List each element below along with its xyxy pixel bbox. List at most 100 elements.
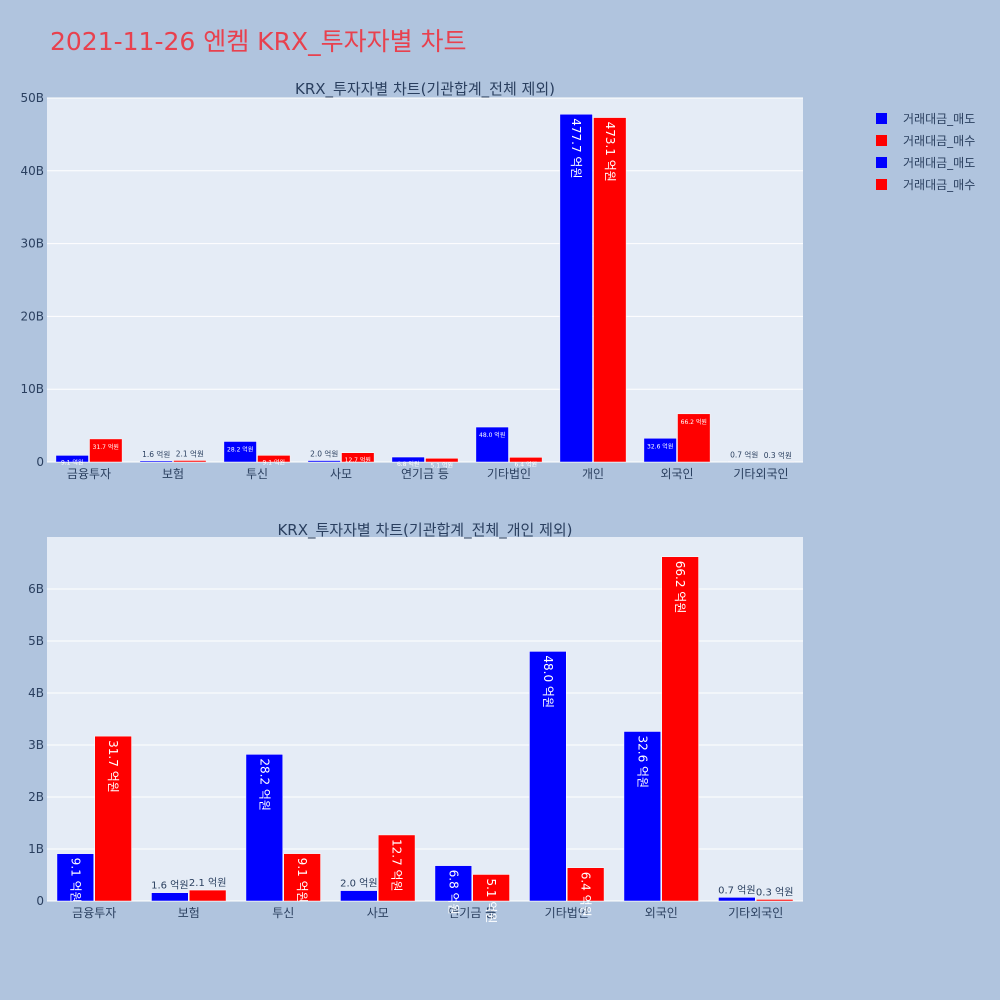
y-tick-label: 4B	[28, 686, 44, 700]
chart-title: KRX_투자자별 차트(기관합계_전체_개인 제외)	[277, 521, 572, 540]
bar	[472, 874, 510, 902]
y-tick-label: 3B	[28, 738, 44, 752]
bar	[173, 460, 207, 463]
bar	[623, 731, 662, 902]
data-label: 28.2 억원	[227, 445, 253, 453]
bar	[55, 455, 89, 463]
data-label: 2.0 억원	[310, 450, 338, 459]
data-label: 9.1 억원	[61, 458, 84, 466]
data-label: 12.7 억원	[345, 456, 371, 464]
data-label: 473.1 억원	[603, 122, 617, 182]
y-tick-label: 40B	[20, 164, 44, 178]
data-label: 0.7 억원	[730, 450, 758, 459]
bar	[559, 113, 593, 463]
data-label: 66.2 억원	[673, 561, 687, 614]
bar	[340, 890, 378, 902]
bar	[139, 460, 173, 463]
bar	[425, 458, 459, 463]
bar	[378, 834, 416, 902]
bar	[567, 867, 605, 902]
legend-swatch	[876, 112, 887, 124]
legend-item[interactable]: 거래대금_매수	[876, 129, 975, 151]
legend-swatch	[876, 156, 887, 168]
bar	[509, 457, 543, 463]
bar	[593, 117, 627, 463]
y-tick-label: 5B	[28, 634, 44, 648]
y-tick-label: 0	[36, 894, 44, 908]
x-tick-label: 기타법인	[487, 467, 531, 481]
data-label: 31.7 억원	[93, 443, 119, 451]
bar	[151, 892, 189, 902]
x-tick-label: 연기금 등	[448, 906, 496, 920]
y-tick-label: 6B	[28, 582, 44, 596]
bar	[56, 853, 94, 902]
bar	[529, 651, 567, 902]
plot-area	[47, 98, 803, 462]
data-label: 2.1 억원	[189, 877, 226, 889]
bar	[94, 735, 132, 902]
data-label: 0.3 억원	[764, 451, 792, 460]
legend-label: 거래대금_매수	[903, 133, 976, 148]
bar	[756, 899, 794, 902]
legend-item[interactable]: 거래대금_매도	[876, 107, 975, 129]
data-label: 6.4 억원	[515, 460, 538, 468]
data-label: 9.1 억원	[263, 458, 286, 466]
data-label: 28.2 억원	[257, 758, 271, 811]
legend: 거래대금_매도 거래대금_매수 거래대금_매도 거래대금_매수	[876, 107, 975, 195]
legend-item[interactable]: 거래대금_매수	[876, 173, 975, 195]
x-tick-label: 기타외국인	[733, 467, 788, 481]
bar	[475, 426, 509, 463]
data-label: 6.8 억원	[397, 460, 420, 468]
page-title: 2021-11-26 엔켐 KRX_투자자별 차트	[50, 27, 467, 56]
x-tick-label: 투신	[246, 467, 268, 481]
bar	[189, 889, 227, 902]
legend-label: 거래대금_매수	[903, 177, 976, 192]
legend-swatch	[876, 178, 887, 190]
y-tick-label: 2B	[28, 790, 44, 804]
legend-label: 거래대금_매도	[903, 111, 976, 126]
bar	[718, 897, 756, 902]
data-label: 5.1 억원	[484, 878, 498, 923]
data-label: 6.8 억원	[446, 870, 460, 915]
y-tick-label: 30B	[20, 237, 44, 251]
data-label: 1.6 억원	[142, 450, 170, 459]
bar	[677, 413, 711, 463]
legend-label: 거래대금_매도	[903, 155, 976, 170]
data-label: 2.0 억원	[340, 878, 377, 890]
x-tick-label: 금융투자	[72, 906, 116, 920]
x-tick-label: 보험	[162, 467, 184, 481]
data-label: 12.7 억원	[390, 839, 404, 892]
x-tick-label: 연기금 등	[401, 467, 449, 481]
x-tick-label: 기타외국인	[728, 906, 783, 920]
data-label: 6.4 억원	[579, 872, 593, 917]
bar	[283, 853, 321, 902]
y-tick-label: 20B	[20, 309, 44, 323]
chart-title: KRX_투자자별 차트(기관합계_전체 제외)	[295, 80, 555, 99]
legend-item[interactable]: 거래대금_매도	[876, 151, 975, 173]
bar	[434, 865, 473, 902]
data-label: 1.6 억원	[151, 880, 188, 892]
bar	[727, 461, 761, 463]
data-label: 0.3 억원	[756, 886, 793, 898]
x-tick-label: 외국인	[660, 467, 693, 481]
x-tick-label: 보험	[178, 906, 200, 920]
y-tick-label: 0	[36, 455, 44, 469]
data-label: 48.0 억원	[479, 431, 505, 439]
data-label: 5.1 억원	[431, 461, 454, 469]
bar	[643, 438, 677, 463]
bar	[391, 456, 425, 463]
bar	[341, 452, 375, 463]
data-label: 32.6 억원	[647, 442, 673, 450]
data-label: 0.7 억원	[718, 884, 755, 896]
legend-swatch	[876, 134, 887, 146]
bar	[245, 754, 283, 902]
x-tick-label: 투신	[272, 906, 294, 920]
bar	[223, 441, 257, 463]
bar	[257, 455, 291, 463]
data-label: 9.1 억원	[295, 858, 309, 903]
x-tick-label: 금융투자	[67, 467, 111, 481]
x-tick-label: 사모	[330, 467, 352, 481]
bar	[89, 438, 123, 463]
y-tick-label: 1B	[28, 842, 44, 856]
